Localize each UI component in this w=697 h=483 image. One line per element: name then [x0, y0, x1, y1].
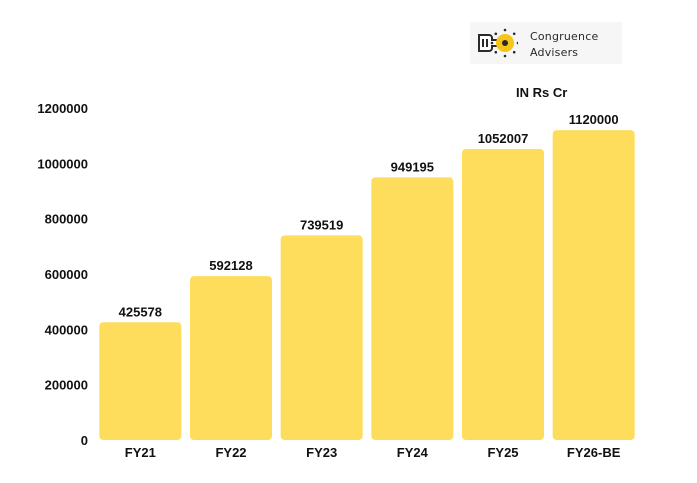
x-tick-label: FY22	[215, 445, 246, 460]
bar	[280, 235, 363, 440]
x-tick-label: FY25	[487, 445, 518, 460]
bars	[99, 130, 635, 440]
bar	[552, 130, 635, 440]
x-tick-label: FY21	[125, 445, 156, 460]
bar-value-label: 425578	[119, 304, 162, 319]
bar-value-label: 1120000	[569, 112, 619, 127]
key-gear-icon	[478, 28, 518, 58]
y-tick-label: 600000	[45, 267, 88, 282]
x-tick-label: FY24	[397, 445, 429, 460]
bar-value-label: 739519	[300, 217, 343, 232]
bar-value-label: 1052007	[478, 131, 529, 146]
y-tick-label: 1000000	[37, 156, 88, 171]
x-axis-ticks: FY21 FY22 FY23 FY24 FY25 FY26-BE	[125, 445, 621, 460]
bar-value-label: 592128	[209, 258, 252, 273]
y-tick-label: 800000	[45, 212, 88, 227]
y-tick-label: 1200000	[37, 101, 88, 116]
bar	[99, 322, 182, 440]
y-axis-ticks: 0 200000 400000 600000 800000 1000000 1200000	[37, 101, 88, 448]
unit-note: IN Rs Cr	[516, 85, 568, 100]
y-tick-label: 200000	[45, 378, 88, 393]
logo-text-primary: Congruence	[530, 30, 599, 43]
x-tick-label: FY23	[306, 445, 337, 460]
x-tick-label: FY26-BE	[567, 445, 621, 460]
y-tick-label: 400000	[45, 322, 88, 337]
y-tick-label: 0	[81, 433, 88, 448]
data-labels: 425578 592128 739519 949195 1052007 1120000	[119, 112, 619, 319]
bar-value-label: 949195	[391, 159, 434, 174]
bar	[371, 177, 454, 440]
logo-text-secondary: Advisers	[530, 46, 579, 59]
bar	[190, 276, 272, 440]
company-logo: Congruence Advisers	[470, 22, 622, 64]
bar	[462, 148, 544, 440]
